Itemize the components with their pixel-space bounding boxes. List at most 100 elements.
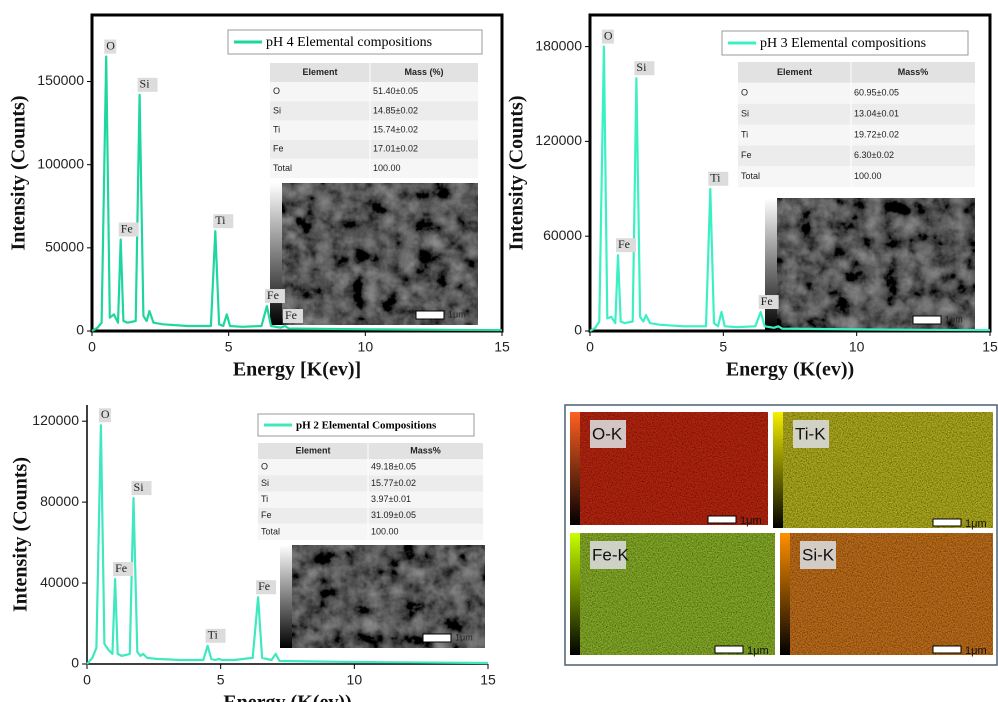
peak-label: Fe xyxy=(267,288,279,302)
x-tick-label: 10 xyxy=(347,672,363,688)
map-colorbar xyxy=(570,533,580,655)
peak-label: O xyxy=(101,407,110,421)
scale-label: 1μm xyxy=(455,632,473,642)
map-label-bg xyxy=(590,541,626,569)
map-scale-bar xyxy=(707,515,737,524)
table-cell: Ti xyxy=(741,129,748,139)
peak-label: Ti xyxy=(215,213,226,227)
peak-label: Ti xyxy=(710,171,721,185)
legend-label: pH 4 Elemental compositions xyxy=(266,35,432,50)
table-cell: Si xyxy=(261,478,269,488)
table-cell: 100.00 xyxy=(373,163,401,173)
legend-label: pH 2 Elemental Compositions xyxy=(296,420,437,432)
y-tick-label: 100000 xyxy=(37,155,84,171)
spectrum-line xyxy=(589,45,991,332)
table-cell: 6.30±0.02 xyxy=(854,150,894,160)
peak-label-bg xyxy=(104,39,117,54)
x-tick-label: 15 xyxy=(480,672,496,688)
table-cell: 49.18±0.05 xyxy=(371,462,416,472)
scale-label: 1μm xyxy=(945,314,963,324)
peak-label: Fe xyxy=(115,561,127,575)
legend-box xyxy=(227,29,483,55)
x-axis-title: Energy (K(ev)) xyxy=(223,692,351,702)
peak-label-bg xyxy=(118,222,139,237)
map-scale-label: 1μm xyxy=(740,515,762,527)
sem-image xyxy=(282,183,478,325)
sem-image xyxy=(292,545,485,648)
plot-frame xyxy=(588,13,992,333)
table-row-bg xyxy=(258,459,483,476)
table-header-bg xyxy=(270,63,478,83)
map-scale-bar xyxy=(932,518,962,527)
x-tick-label: 10 xyxy=(358,339,374,355)
peak-label: Fe xyxy=(121,221,133,235)
y-tick-label: 50000 xyxy=(45,239,84,255)
table-cell: Total xyxy=(261,526,280,536)
x-tick-label: 5 xyxy=(719,339,727,355)
table-header: Mass% xyxy=(898,67,929,77)
peak-label-bg xyxy=(758,295,779,310)
map-scale-label: 1μm xyxy=(747,645,769,657)
table-row-bg xyxy=(738,103,975,125)
map-label-bg xyxy=(800,541,836,569)
peak-label: Fe xyxy=(285,308,297,322)
table-header: Element xyxy=(777,67,812,77)
peak-label: Fe xyxy=(761,294,773,308)
peak-label: Fe xyxy=(258,579,270,593)
peak-label-bg xyxy=(708,171,729,186)
table-header: Mass (%) xyxy=(404,67,443,77)
map-label-bg xyxy=(590,420,626,448)
table-cell: 17.01±0.02 xyxy=(373,144,418,154)
y-tick-label: 60000 xyxy=(543,227,582,243)
peak-label: Si xyxy=(134,480,145,494)
y-tick-label: 180000 xyxy=(535,37,582,53)
x-tick-label: 5 xyxy=(225,339,233,355)
peak-label-bg xyxy=(634,61,655,76)
y-tick-label: 0 xyxy=(574,322,582,338)
y-axis-title: Intensity (Counts) xyxy=(8,95,30,250)
peak-label: O xyxy=(604,28,613,42)
table-cell: Fe xyxy=(261,510,272,520)
map-colorbar xyxy=(780,533,790,655)
x-axis-title: Energy (K(ev)) xyxy=(726,359,854,381)
table-cell: 100.00 xyxy=(854,171,882,181)
map-scale-label: 1μm xyxy=(965,518,987,530)
table-row-bg xyxy=(270,101,478,121)
y-tick-label: 120000 xyxy=(32,412,79,428)
legend-label: pH 3 Elemental compositions xyxy=(760,36,926,51)
map-label: Fe-K xyxy=(592,545,630,564)
peak-label: O xyxy=(106,38,115,52)
x-tick-label: 15 xyxy=(494,339,510,355)
table-row-bg xyxy=(270,139,478,159)
table-row-bg xyxy=(738,166,975,187)
table-row-bg xyxy=(258,491,483,508)
sem-gradient xyxy=(280,545,292,648)
table-cell: Si xyxy=(273,105,281,115)
table-cell: Ti xyxy=(261,494,268,504)
scale-bar xyxy=(912,315,942,325)
table-cell: Total xyxy=(273,163,292,173)
x-tick-label: 0 xyxy=(83,672,91,688)
x-axis-title: Energy [K(ev)] xyxy=(233,359,361,381)
peak-label-bg xyxy=(113,562,134,577)
scale-label: 1μm xyxy=(448,309,466,319)
map-colorbar xyxy=(773,412,783,528)
peak-label-bg xyxy=(601,29,614,44)
table-header-bg xyxy=(738,62,975,83)
table-cell: 15.74±0.02 xyxy=(373,124,418,134)
peak-label-bg xyxy=(282,309,303,324)
table-row-bg xyxy=(270,158,478,178)
peak-label-bg xyxy=(205,628,226,643)
spectrum-line xyxy=(91,55,503,332)
table-cell: 31.09±0.05 xyxy=(371,510,416,520)
table-cell: 51.40±0.05 xyxy=(373,86,418,96)
map-scale-bar xyxy=(714,645,744,654)
peak-label-bg xyxy=(616,238,636,253)
peak-label-bg xyxy=(131,481,152,496)
table-row-bg xyxy=(270,120,478,140)
table-cell: 19.72±0.02 xyxy=(854,129,899,139)
y-tick-label: 0 xyxy=(76,322,84,338)
map-scale-bar xyxy=(932,645,962,654)
legend-box xyxy=(721,30,969,56)
table-cell: Ti xyxy=(273,124,280,134)
